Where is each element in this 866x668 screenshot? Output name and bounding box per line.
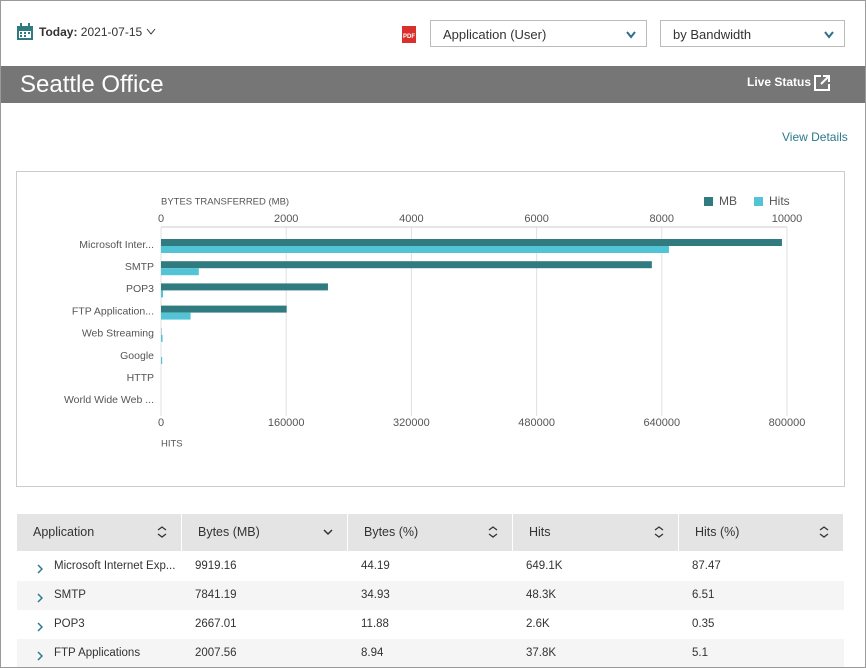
table-cell: 7841.19 bbox=[195, 581, 237, 610]
legend-label: MB bbox=[719, 194, 737, 208]
table-cell: SMTP bbox=[54, 581, 86, 610]
table-cell: POP3 bbox=[54, 610, 85, 639]
header-cell[interactable]: Bytes (MB) bbox=[182, 514, 348, 551]
data-table: Application Bytes (MB) Bytes (%) Hits Hits (… bbox=[17, 514, 844, 668]
x-tick-label: 2000 bbox=[274, 213, 298, 225]
bar bbox=[161, 313, 191, 320]
expand-arrow[interactable] bbox=[37, 561, 43, 579]
sort-icon[interactable] bbox=[157, 526, 167, 538]
chevron bbox=[37, 593, 43, 603]
table-row: POP3 2667.01 11.88 2.6K 0.35 bbox=[17, 610, 844, 639]
y-tick-label: World Wide Web ... bbox=[64, 394, 154, 406]
header-cell[interactable]: Application bbox=[17, 514, 182, 551]
table-cell: 37.8K bbox=[526, 639, 556, 668]
y-tick-label: Microsoft Inter... bbox=[79, 239, 154, 251]
table-cell: 48.3K bbox=[526, 581, 556, 610]
x2-tick-label: 800000 bbox=[769, 417, 806, 429]
table-cell: 2007.56 bbox=[195, 639, 237, 668]
column-title: Hits (%) bbox=[695, 525, 739, 539]
y-tick-label: FTP Application... bbox=[72, 305, 154, 317]
chevron bbox=[37, 651, 43, 661]
x-tick-label: 6000 bbox=[524, 213, 548, 225]
bar bbox=[161, 246, 669, 253]
x-tick-label: 8000 bbox=[650, 213, 674, 225]
bar bbox=[161, 239, 782, 246]
table-cell: Microsoft Internet Exp... bbox=[54, 552, 175, 581]
table-cell: 649.1K bbox=[526, 552, 562, 581]
bar bbox=[161, 268, 199, 275]
sort-icon[interactable] bbox=[654, 526, 664, 538]
table-cell: 87.47 bbox=[692, 552, 721, 581]
table-header: Application Bytes (MB) Bytes (%) Hits Hits (… bbox=[17, 514, 844, 551]
column-title: Bytes (MB) bbox=[198, 525, 260, 539]
column-title: Bytes (%) bbox=[364, 525, 418, 539]
x-tick-label: 10000 bbox=[772, 213, 803, 225]
table-cell: 2667.01 bbox=[195, 610, 237, 639]
expand-arrow[interactable] bbox=[37, 590, 43, 608]
table-cell: FTP Applications bbox=[54, 639, 140, 668]
header-cell[interactable]: Bytes (%) bbox=[348, 514, 513, 551]
bar bbox=[161, 283, 328, 290]
chevron bbox=[37, 622, 43, 632]
bar bbox=[161, 335, 163, 342]
legend-swatch bbox=[704, 197, 713, 206]
chevron bbox=[37, 564, 43, 574]
table-cell: 9919.16 bbox=[195, 552, 237, 581]
table-cell: 5.1 bbox=[692, 639, 708, 668]
column-title: Hits bbox=[529, 525, 551, 539]
x-tick-label: 0 bbox=[158, 213, 164, 225]
table-cell: 0.35 bbox=[692, 610, 714, 639]
expand-arrow[interactable] bbox=[37, 648, 43, 666]
table-cell: 6.51 bbox=[692, 581, 714, 610]
bar bbox=[161, 306, 287, 313]
sort-icon[interactable] bbox=[819, 526, 829, 538]
sort-icon[interactable] bbox=[488, 526, 498, 538]
y-tick-label: POP3 bbox=[126, 283, 154, 295]
sort-icon[interactable] bbox=[323, 526, 333, 538]
bar bbox=[161, 290, 163, 297]
table-cell: 8.94 bbox=[361, 639, 383, 668]
header-cell[interactable]: Hits bbox=[513, 514, 679, 551]
table-cell: 11.88 bbox=[361, 610, 389, 639]
column-title: Application bbox=[33, 525, 94, 539]
x-axis-title: BYTES TRANSFERRED (MB) bbox=[161, 197, 289, 208]
x2-tick-label: 640000 bbox=[643, 417, 680, 429]
x-tick-label: 4000 bbox=[399, 213, 423, 225]
x2-axis-title: HITS bbox=[161, 439, 183, 450]
legend-swatch bbox=[754, 197, 763, 206]
table-cell: 44.19 bbox=[361, 552, 390, 581]
table-row: FTP Applications 2007.56 8.94 37.8K 5.1 bbox=[17, 639, 844, 668]
y-tick-label: Web Streaming bbox=[82, 328, 154, 340]
y-tick-label: SMTP bbox=[125, 261, 154, 273]
expand-arrow[interactable] bbox=[37, 619, 43, 637]
table-row: Microsoft Internet Exp... 9919.16 44.19 649… bbox=[17, 552, 844, 581]
header-cell[interactable]: Hits (%) bbox=[679, 514, 844, 551]
x2-tick-label: 480000 bbox=[518, 417, 555, 429]
table-cell: 34.93 bbox=[361, 581, 390, 610]
y-tick-label: HTTP bbox=[127, 372, 154, 384]
x2-tick-label: 160000 bbox=[268, 417, 305, 429]
table-row: SMTP 7841.19 34.93 48.3K 6.51 bbox=[17, 581, 844, 610]
legend-label: Hits bbox=[769, 194, 790, 208]
chart: 0 2000 4000 6000 8000 10000 0 160000 320000 48000… bbox=[1, 1, 865, 501]
x2-tick-label: 0 bbox=[158, 417, 164, 429]
bar bbox=[161, 357, 162, 364]
bar bbox=[161, 261, 652, 268]
x2-tick-label: 320000 bbox=[393, 417, 430, 429]
y-tick-label: Google bbox=[120, 350, 154, 362]
table-cell: 2.6K bbox=[526, 610, 550, 639]
